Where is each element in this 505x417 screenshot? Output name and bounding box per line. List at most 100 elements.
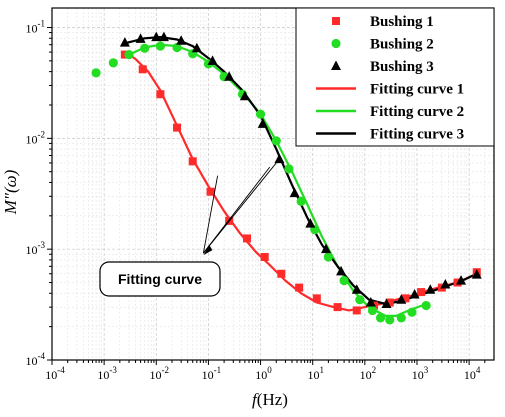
legend-label: Bushing 3: [370, 59, 434, 75]
x-axis-title: f(Hz): [252, 390, 288, 409]
plot-frame: [51, 7, 495, 361]
data-point: [375, 313, 386, 323]
data-point: [271, 136, 281, 146]
y-axis-title: M″(ω): [1, 169, 20, 215]
data-point: [156, 90, 165, 99]
data-point: [312, 294, 321, 303]
data-point: [138, 65, 147, 74]
y-tick-label: 10-4: [26, 351, 46, 368]
data-point: [305, 218, 316, 228]
x-tick-label: 100: [255, 365, 272, 382]
axis-ticks: 10-4 10-3 10-2 10-1 100 101 102 103 104 10-4 10-3 1…: [26, 19, 486, 382]
data-point: [108, 58, 118, 68]
legend-label: Fitting curve 1: [370, 82, 464, 98]
data-point: [224, 71, 235, 81]
legend-entry: Bushing 2: [331, 37, 434, 53]
legend-entry: Fitting curve 1: [316, 82, 464, 98]
legend-entry: Fitting curve 2: [316, 104, 464, 120]
data-point: [289, 187, 300, 198]
x-tick-label: 102: [360, 365, 377, 382]
legend: Bushing 1 Bushing 2 Bushing 3 Fitting curve…: [295, 7, 495, 147]
data-point: [188, 157, 197, 166]
data-point: [243, 234, 252, 243]
data-point: [385, 315, 395, 325]
data-point: [191, 42, 202, 53]
legend-marker: [331, 38, 341, 49]
legend-entry: Fitting curve 3: [316, 127, 464, 143]
x-tick-label: 101: [307, 365, 324, 382]
data-point: [255, 109, 266, 119]
data-point: [396, 313, 406, 323]
data-point: [440, 278, 451, 289]
data-point: [91, 68, 101, 78]
data-point: [381, 298, 392, 309]
legend-entry: Bushing 3: [331, 59, 434, 75]
legend-box: [295, 7, 495, 147]
data-point: [155, 41, 166, 51]
data-point: [421, 300, 431, 311]
data-point: [323, 252, 333, 262]
data-point: [158, 31, 169, 42]
data-point: [296, 196, 306, 206]
data-point: [365, 297, 376, 307]
legend-entry: Bushing 1: [332, 14, 434, 30]
x-tick-label: 10-1: [202, 365, 222, 382]
x-tick-label: 10-3: [97, 365, 117, 382]
data-point: [471, 269, 482, 279]
data-point: [140, 43, 150, 53]
annotation: Fitting curve: [99, 162, 277, 297]
x-axis-unit: (Hz): [257, 390, 288, 409]
data-point: [407, 307, 417, 317]
annotation-pointer-line: [203, 162, 277, 254]
data-point: [396, 294, 407, 304]
data-point: [151, 31, 162, 42]
data-point: [119, 37, 130, 47]
data-point: [274, 153, 285, 164]
x-tick-label: 104: [464, 365, 481, 382]
data-point: [351, 284, 362, 294]
legend-label: Fitting curve 2: [370, 104, 464, 120]
data-point: [176, 35, 187, 45]
x-tick-label: 103: [412, 365, 429, 382]
bushing-3-series: [119, 31, 482, 309]
y-tick-label: 10-3: [26, 240, 46, 257]
data-point: [352, 306, 361, 315]
legend-marker: [332, 17, 340, 25]
legend-marker: [331, 60, 341, 70]
y-tick-label: 10-1: [26, 19, 46, 36]
annotation-pointer-line: [202, 175, 219, 254]
data-point: [206, 187, 215, 196]
data-point: [367, 305, 378, 316]
data-point: [336, 265, 347, 276]
annotation-box: [99, 261, 221, 297]
data-point: [257, 118, 268, 128]
data-point: [339, 276, 349, 286]
data-point: [417, 288, 426, 297]
data-point: [456, 275, 467, 285]
data-point: [409, 288, 420, 299]
data-point: [135, 33, 146, 43]
data-point: [239, 90, 250, 101]
legend-label: Bushing 1: [370, 14, 434, 30]
data-point: [277, 269, 286, 278]
data-point: [333, 303, 342, 312]
data-point: [284, 164, 294, 174]
y-tick-label: 10-2: [26, 129, 46, 146]
x-tick-label: 10-4: [45, 365, 65, 382]
legend-label: Fitting curve 3: [370, 127, 464, 143]
data-point: [401, 294, 410, 303]
annotation-arrowhead: [203, 245, 213, 256]
data-point: [124, 49, 134, 60]
data-point: [173, 123, 182, 132]
data-point: [385, 298, 394, 307]
legend-label: Bushing 2: [370, 37, 434, 53]
x-tick-label: 10-2: [150, 365, 170, 382]
data-point: [321, 243, 332, 254]
series-layer: [91, 31, 482, 325]
x-axis-symbol: f: [252, 390, 259, 409]
data-point: [425, 284, 436, 294]
data-point: [172, 42, 182, 53]
annotation-label: Fitting curve: [118, 271, 202, 287]
data-point: [295, 283, 304, 292]
